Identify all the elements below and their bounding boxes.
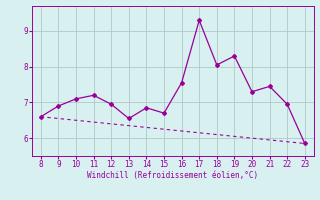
X-axis label: Windchill (Refroidissement éolien,°C): Windchill (Refroidissement éolien,°C): [87, 171, 258, 180]
